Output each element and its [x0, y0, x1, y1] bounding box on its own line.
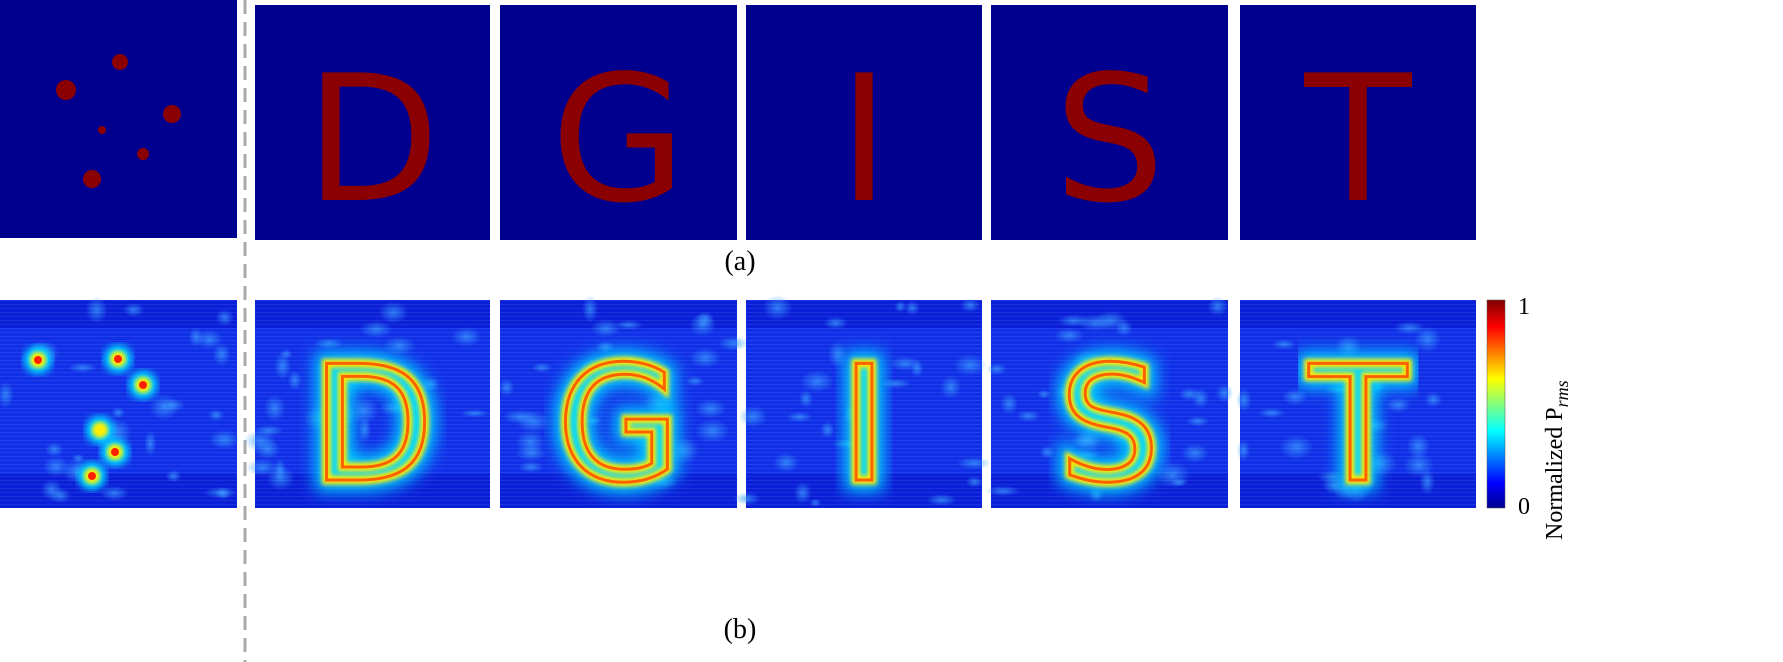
field-letter-mid: S — [1059, 331, 1161, 518]
pressure-panel — [498, 295, 750, 508]
target-panel — [1240, 5, 1476, 240]
pressure-panel — [985, 296, 1234, 508]
focus-core — [34, 356, 42, 364]
scan-lines — [1240, 300, 1476, 508]
target-panel — [255, 5, 490, 240]
field-letter-glow: G — [557, 331, 681, 518]
focus-core — [139, 381, 147, 389]
target-panel — [500, 5, 737, 240]
field-letter-glow: D — [311, 331, 434, 518]
focus-mid — [92, 422, 108, 438]
scan-lines — [500, 300, 737, 508]
colorbar-max: 1 — [1518, 294, 1530, 320]
target-dot — [83, 170, 101, 188]
colorbar-title: Normalized Prms — [1542, 380, 1572, 540]
target-letter: T — [1304, 39, 1413, 242]
scan-lines — [991, 300, 1228, 508]
field-letter-mid: I — [840, 331, 887, 518]
target-letter: G — [551, 39, 687, 242]
scan-lines — [0, 300, 237, 508]
pressure-panel — [733, 294, 992, 508]
field-letter-glow: S — [1059, 331, 1161, 518]
scan-lines — [746, 300, 982, 508]
field-letter-core: D — [311, 331, 434, 518]
field-letter-core: G — [557, 331, 681, 518]
colorbar-min: 0 — [1518, 494, 1530, 520]
focus-core — [114, 355, 122, 363]
colorbar-title-sub: rms — [1552, 380, 1572, 407]
colorbar — [1486, 299, 1506, 509]
focus-core — [111, 448, 119, 456]
caption-b: (b) — [724, 614, 757, 645]
field-letter-core: S — [1059, 331, 1161, 518]
target-dot — [56, 80, 76, 100]
pressure-panel — [0, 296, 240, 508]
target-letter: D — [305, 39, 440, 242]
target-letter: S — [1054, 39, 1165, 242]
pressure-panel — [243, 300, 490, 508]
field-letter-glow: T — [1308, 331, 1408, 518]
field-letter-mid: D — [311, 331, 434, 518]
field-letter-mid: T — [1308, 331, 1408, 518]
target-panel — [991, 5, 1228, 240]
target-panel — [0, 0, 237, 238]
field-letter-core: T — [1308, 331, 1408, 518]
target-letter: I — [838, 39, 890, 242]
colorbar-title-main: Normalized P — [1542, 407, 1568, 540]
focus-core — [88, 472, 96, 480]
field-letter-core: I — [840, 331, 887, 518]
field-letter-mid: G — [557, 331, 681, 518]
target-panel — [746, 5, 982, 240]
pressure-panel — [1236, 300, 1476, 508]
target-dot — [163, 105, 181, 123]
target-dot — [98, 126, 106, 134]
target-dot — [112, 54, 128, 70]
field-letter-glow: I — [840, 331, 887, 518]
caption-a: (a) — [724, 246, 755, 277]
scan-lines — [255, 300, 490, 508]
target-dot — [137, 148, 149, 160]
